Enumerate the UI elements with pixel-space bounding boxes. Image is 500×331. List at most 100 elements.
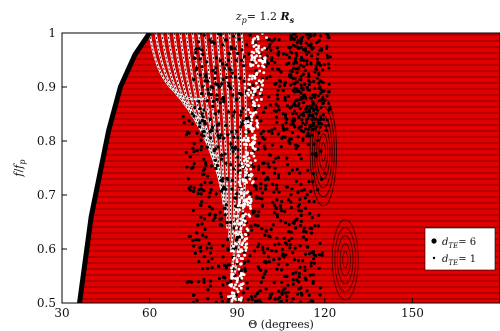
data-point (219, 295, 223, 299)
data-point (300, 189, 304, 193)
data-point (327, 82, 331, 86)
data-point (211, 104, 215, 108)
gap-point (249, 161, 253, 165)
oscillation-rings (309, 97, 359, 301)
data-point (287, 222, 291, 226)
data-point (296, 98, 300, 102)
data-point (294, 226, 298, 230)
gap-point (237, 254, 241, 258)
data-point (206, 266, 210, 271)
data-point (318, 85, 322, 89)
data-point (208, 251, 212, 255)
data-point (224, 123, 228, 127)
data-point (196, 280, 201, 284)
gap-point (227, 295, 230, 299)
data-point (274, 115, 278, 119)
data-point (307, 252, 311, 256)
data-point (275, 267, 279, 271)
data-point (267, 260, 271, 264)
gap-point (243, 245, 247, 249)
data-point (315, 57, 319, 61)
data-point (285, 274, 289, 279)
gap-point (238, 230, 241, 234)
data-point (298, 78, 302, 82)
data-point (192, 186, 196, 190)
gap-point (253, 59, 256, 62)
gap-point (245, 237, 249, 240)
data-point (191, 208, 195, 212)
data-point (275, 93, 279, 97)
x-tick-label: 90 (230, 306, 245, 320)
data-point (186, 130, 190, 134)
data-point (302, 235, 306, 239)
gap-point (243, 219, 247, 223)
data-point (316, 62, 320, 66)
data-point (273, 297, 277, 301)
data-point (208, 117, 212, 121)
gap-point (249, 197, 253, 201)
gap-point (251, 136, 254, 140)
data-point (216, 134, 220, 138)
data-point (299, 86, 303, 90)
data-point (285, 242, 289, 247)
data-point (202, 157, 206, 161)
data-point (200, 112, 204, 116)
data-point (316, 40, 320, 43)
data-point (278, 204, 282, 208)
data-point (305, 59, 309, 63)
gap-point (238, 208, 241, 212)
data-point (240, 268, 244, 272)
data-point (254, 184, 258, 188)
gap-point (235, 287, 239, 291)
data-point (200, 84, 204, 89)
gap-point (246, 159, 249, 163)
data-point (299, 39, 303, 43)
data-point (192, 150, 196, 154)
data-point (201, 115, 205, 119)
data-point (307, 199, 311, 203)
data-point (243, 269, 247, 273)
data-point (227, 81, 231, 85)
data-point (226, 133, 230, 137)
data-point (307, 50, 311, 54)
data-point (276, 132, 280, 136)
data-point (272, 171, 277, 175)
gap-point (230, 274, 233, 278)
data-point (292, 117, 296, 121)
data-point (202, 129, 206, 134)
data-point (203, 79, 207, 83)
data-point (298, 197, 302, 201)
data-point (288, 242, 292, 247)
data-point (285, 127, 289, 131)
gap-point (238, 198, 242, 202)
data-point (202, 172, 206, 176)
data-point (240, 48, 244, 52)
data-point (314, 64, 318, 68)
data-point (215, 164, 220, 168)
data-point (284, 291, 288, 295)
data-point (267, 45, 271, 49)
data-point (290, 51, 294, 55)
data-point (317, 94, 320, 98)
legend-box (424, 227, 496, 271)
gap-point (253, 74, 256, 78)
data-point (290, 122, 294, 126)
data-point (287, 139, 291, 143)
gap-point (246, 163, 250, 167)
data-point (244, 117, 248, 121)
gap-point (257, 58, 261, 62)
gap-point (241, 204, 244, 207)
data-point (239, 113, 243, 117)
fan-curve-dots (204, 33, 225, 205)
data-point (209, 246, 213, 250)
data-point (308, 123, 312, 127)
data-point (318, 79, 322, 83)
data-point (296, 258, 300, 263)
ring (337, 235, 354, 285)
data-point (270, 248, 274, 253)
data-point (322, 89, 326, 93)
data-point (263, 233, 267, 237)
data-point (320, 251, 324, 255)
data-point (284, 298, 289, 302)
data-point (219, 216, 224, 220)
